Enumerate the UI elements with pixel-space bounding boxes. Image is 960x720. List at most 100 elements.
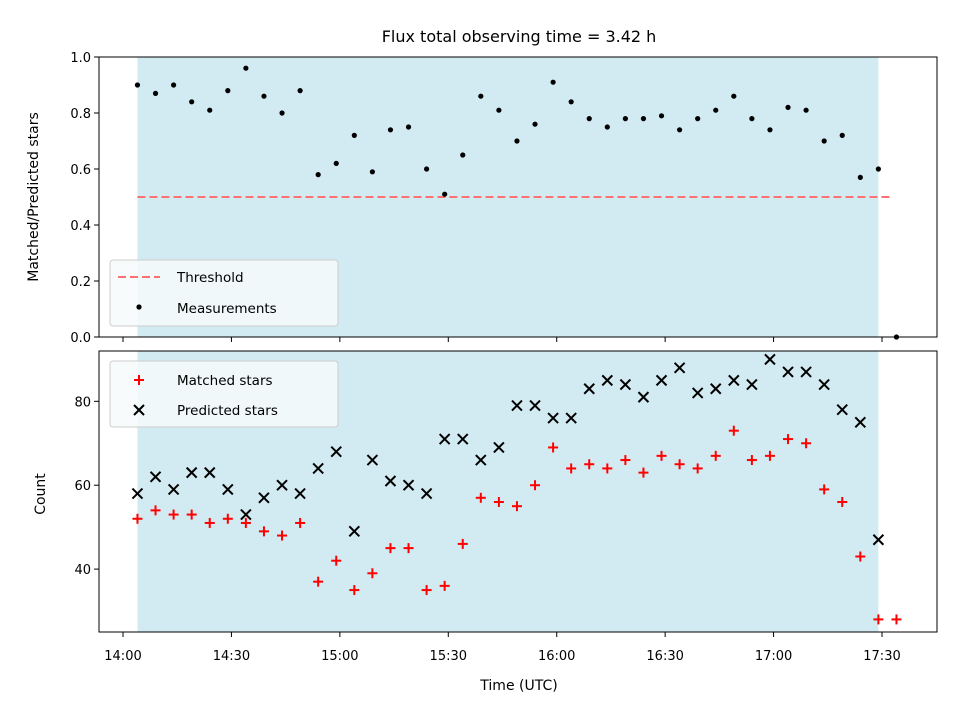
- predicted-star-point: [511, 399, 523, 412]
- chart-title: Flux total observing time = 3.42 h: [382, 27, 657, 46]
- x-axis-label: Time (UTC): [479, 678, 557, 694]
- count-y-tick-label: 80: [74, 395, 91, 410]
- ratio-y-ticks: 0.0 0.2 0.4 0.6 0.8 1.0: [70, 51, 99, 346]
- predicted-marker-b: [366, 454, 379, 466]
- predicted-star-point: [204, 466, 216, 479]
- matched-star-point: [331, 555, 342, 566]
- predicted-marker-b: [547, 412, 559, 424]
- x-tick-label: 17:00: [755, 649, 792, 664]
- matched-star-point: [674, 459, 685, 470]
- ratio-y-tick-label: 0.8: [70, 107, 91, 122]
- measurement-point: [460, 152, 466, 158]
- measurement-point: [496, 107, 502, 113]
- predicted-star-point: [438, 433, 451, 445]
- matched-star-point: [891, 614, 902, 625]
- predicted-legend-swatch: [133, 404, 145, 416]
- ratio-legend-box: [109, 259, 339, 327]
- measurement-point: [478, 93, 484, 99]
- predicted-star-point: [818, 378, 830, 391]
- count-legend-box: [109, 360, 339, 428]
- predicted-legend-label: Predicted stars: [177, 403, 278, 419]
- measurements-legend-swatch: [136, 304, 142, 310]
- matched-star-point: [240, 517, 251, 528]
- matched-star-point: [439, 580, 450, 591]
- matched-star-point: [511, 501, 522, 512]
- predicted-marker-b: [710, 383, 722, 395]
- count-x-ticks: 14:00 14:30 15:00 15:30 16:00 16:30 17:00 17:30: [104, 632, 901, 664]
- matched-star-point: [620, 455, 631, 466]
- predicted-star-point: [366, 454, 379, 466]
- ratio-panel: 0.0 0.2 0.4 0.6 0.8 1.0 Matched/Predicted sta…: [26, 51, 938, 346]
- matched-star-point: [475, 492, 486, 503]
- predicted-star-point: [854, 416, 867, 429]
- matched-star-point: [584, 459, 595, 470]
- predicted-star-point: [800, 366, 812, 378]
- predicted-marker-b: [185, 466, 198, 479]
- measurement-point: [875, 166, 881, 172]
- predicted-star-point: [312, 462, 324, 475]
- x-tick-label: 17:30: [863, 649, 900, 664]
- measurement-point: [731, 93, 737, 99]
- measurement-point: [189, 99, 195, 105]
- measurement-point: [387, 127, 394, 133]
- matched-star-point: [277, 530, 288, 541]
- predicted-marker-b: [691, 387, 704, 399]
- predicted-marker-b: [330, 445, 342, 458]
- predicted-star-point: [782, 366, 794, 378]
- predicted-star-point: [547, 412, 559, 424]
- matched-star-point: [710, 450, 721, 461]
- count-panel-frame: [98, 350, 938, 633]
- predicted-marker-b: [420, 487, 433, 500]
- matched-star-point: [764, 450, 775, 461]
- predicted-marker-b: [565, 412, 577, 424]
- predicted-star-point: [655, 374, 668, 387]
- ratio-y-tick-label: 0.6: [70, 163, 91, 178]
- predicted-star-point: [601, 374, 614, 387]
- predicted-star-point: [167, 483, 180, 496]
- predicted-marker-b: [493, 441, 505, 454]
- matched-star-point: [656, 450, 667, 461]
- predicted-marker-b: [529, 399, 541, 412]
- measurement-point: [586, 116, 592, 122]
- matched-star-point: [728, 425, 739, 436]
- measurement-point: [297, 88, 303, 94]
- measurement-point: [315, 172, 321, 178]
- matched-star-point: [873, 614, 884, 625]
- measurements-legend-label: Measurements: [177, 301, 277, 317]
- predicted-star-point: [240, 508, 252, 521]
- measurement-point: [134, 82, 141, 88]
- predicted-marker-b: [222, 483, 234, 496]
- matched-star-point: [638, 467, 649, 478]
- predicted-marker-b: [204, 466, 216, 479]
- matched-star-point: [493, 496, 504, 507]
- predicted-star-point: [402, 479, 415, 491]
- predicted-marker-b: [764, 353, 776, 366]
- predicted-star-point: [276, 479, 288, 491]
- matched-star-point: [602, 463, 613, 474]
- predicted-marker-b: [167, 483, 180, 496]
- measurement-point: [171, 82, 177, 88]
- measurement-point: [695, 116, 701, 122]
- matched-star-point: [746, 455, 757, 466]
- matched-star-point: [168, 509, 179, 520]
- predicted-star-point: [457, 433, 469, 445]
- predicted-star-point: [529, 399, 541, 412]
- measurement-point: [785, 104, 791, 110]
- predicted-star-point: [746, 378, 758, 391]
- measurement-point: [677, 127, 683, 133]
- count-legend: Matched stars Predicted stars: [109, 360, 339, 428]
- matched-star-point: [313, 576, 324, 587]
- matched-star-point: [403, 543, 414, 554]
- matched-legend-swatch: [134, 375, 144, 385]
- matched-star-point: [692, 463, 703, 474]
- measurement-point: [261, 93, 267, 99]
- matched-star-point: [837, 496, 848, 507]
- matched-star-point: [222, 513, 233, 524]
- matched-star-point: [367, 568, 378, 579]
- measurement-point: [749, 116, 755, 122]
- predicted-marker-b: [818, 378, 830, 391]
- measurement-point: [622, 116, 628, 122]
- measurement-point: [279, 110, 285, 116]
- predicted-marker-b: [583, 383, 595, 395]
